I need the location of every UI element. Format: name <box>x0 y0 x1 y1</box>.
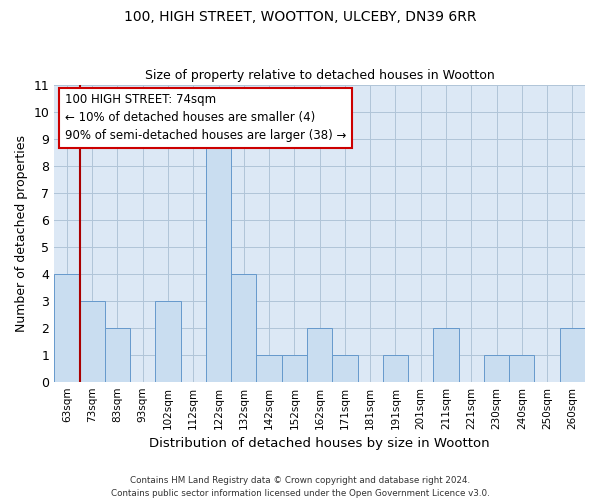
Bar <box>484 354 509 382</box>
Text: 100, HIGH STREET, WOOTTON, ULCEBY, DN39 6RR: 100, HIGH STREET, WOOTTON, ULCEBY, DN39 … <box>124 10 476 24</box>
Y-axis label: Number of detached properties: Number of detached properties <box>15 134 28 332</box>
Text: 100 HIGH STREET: 74sqm
← 10% of detached houses are smaller (4)
90% of semi-deta: 100 HIGH STREET: 74sqm ← 10% of detached… <box>65 94 346 142</box>
Bar <box>332 354 358 382</box>
Bar <box>80 300 105 382</box>
Bar <box>105 328 130 382</box>
Bar <box>383 354 408 382</box>
Bar <box>155 300 181 382</box>
Text: Contains HM Land Registry data © Crown copyright and database right 2024.
Contai: Contains HM Land Registry data © Crown c… <box>110 476 490 498</box>
Bar <box>231 274 256 382</box>
Bar <box>54 274 80 382</box>
Bar <box>307 328 332 382</box>
Title: Size of property relative to detached houses in Wootton: Size of property relative to detached ho… <box>145 69 494 82</box>
Bar <box>206 138 231 382</box>
Bar <box>509 354 535 382</box>
X-axis label: Distribution of detached houses by size in Wootton: Distribution of detached houses by size … <box>149 437 490 450</box>
Bar <box>282 354 307 382</box>
Bar <box>256 354 282 382</box>
Bar <box>560 328 585 382</box>
Bar <box>433 328 458 382</box>
